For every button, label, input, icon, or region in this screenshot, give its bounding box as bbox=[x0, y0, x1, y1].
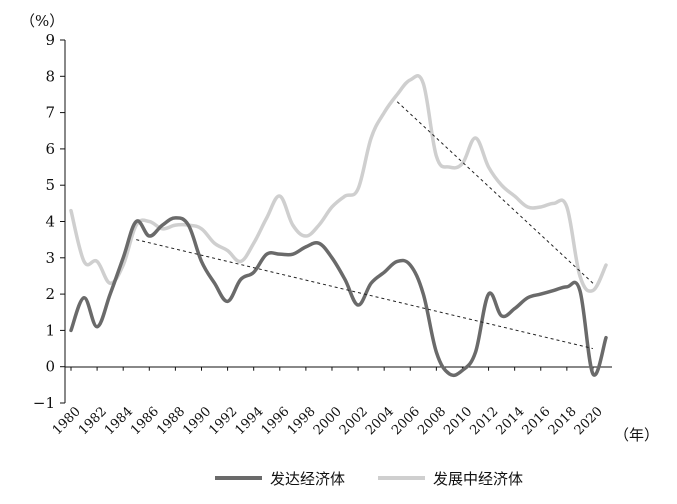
legend: 发达经济体 发展中经济体 bbox=[215, 470, 523, 488]
x-tick-label: 2002 bbox=[337, 404, 371, 438]
x-tick-label: 2020 bbox=[572, 404, 606, 438]
x-tick-label: 1996 bbox=[259, 404, 293, 438]
x-tick-label: 1992 bbox=[206, 404, 240, 438]
y-tick-label: 7 bbox=[45, 104, 55, 122]
y-ticks: −1 0 1 2 3 4 5 6 7 8 9 bbox=[33, 31, 65, 412]
x-tick-label: 2006 bbox=[389, 404, 423, 438]
x-tick-label: 1998 bbox=[285, 404, 319, 438]
x-tick-label: 2010 bbox=[441, 404, 475, 438]
y-tick-label: −1 bbox=[33, 394, 55, 412]
y-tick-label: 9 bbox=[45, 31, 55, 49]
x-tick-label: 2004 bbox=[363, 404, 397, 438]
x-tick-label: 1986 bbox=[128, 404, 162, 438]
trendline-developing bbox=[396, 101, 594, 284]
y-tick-label: 5 bbox=[45, 176, 55, 194]
x-tick-label: 2000 bbox=[311, 404, 345, 438]
x-tick-label: 1990 bbox=[180, 404, 214, 438]
x-tick-label: 2012 bbox=[467, 404, 501, 438]
y-tick-label: 4 bbox=[45, 213, 55, 231]
y-tick-label: 8 bbox=[45, 67, 55, 85]
x-tick-label: 1994 bbox=[233, 404, 267, 438]
x-tick-label: 2016 bbox=[520, 404, 554, 438]
y-tick-label: 6 bbox=[45, 140, 55, 158]
x-tick-label: 2018 bbox=[546, 404, 580, 438]
series-line-developed bbox=[69, 216, 608, 378]
legend-label-developed: 发达经济体 bbox=[270, 470, 345, 488]
trendline-developed bbox=[136, 239, 594, 350]
x-tick-label: 1984 bbox=[102, 404, 136, 438]
x-tick-label: 2008 bbox=[415, 404, 449, 438]
x-tick-label: 1982 bbox=[76, 404, 110, 438]
y-tick-label: 1 bbox=[45, 321, 55, 339]
legend-label-developing: 发展中经济体 bbox=[433, 470, 523, 488]
y-tick-label: 0 bbox=[45, 358, 55, 376]
y-axis-unit-label: （%） bbox=[20, 12, 64, 30]
y-tick-label: 3 bbox=[45, 249, 55, 267]
x-tick-label: 1988 bbox=[154, 404, 188, 438]
series-lines bbox=[69, 74, 608, 378]
y-tick-label: 2 bbox=[45, 285, 55, 303]
x-tick-label: 2014 bbox=[493, 404, 527, 438]
x-ticks: 1980198219841986198819901992199419961998… bbox=[50, 366, 606, 438]
series-line-developing bbox=[69, 74, 608, 293]
x-axis-unit-label: （年） bbox=[614, 426, 659, 444]
trendlines bbox=[136, 101, 594, 350]
